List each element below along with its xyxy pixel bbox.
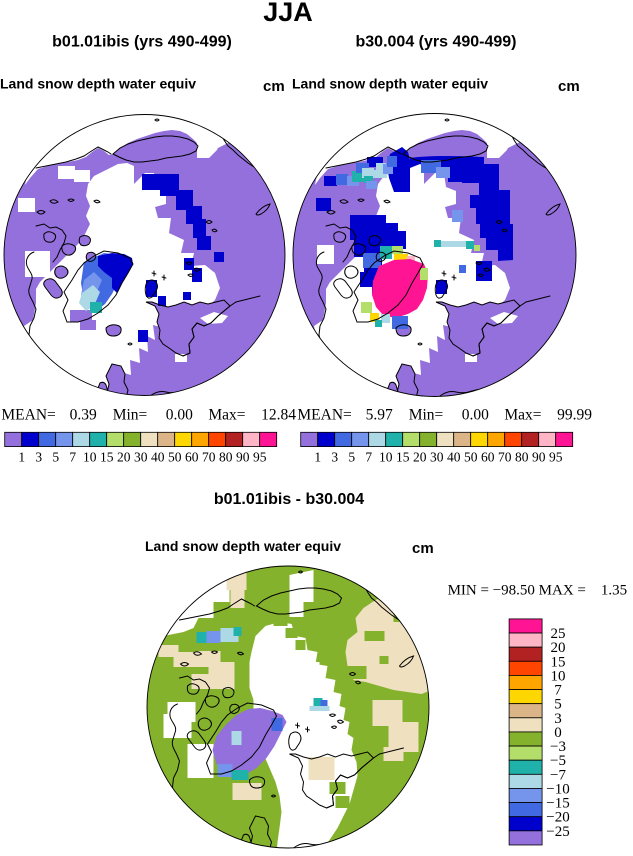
svg-text:−25: −25	[546, 824, 569, 840]
svg-text:60: 60	[481, 450, 495, 465]
svg-text:MEAN=: MEAN=	[297, 407, 351, 424]
svg-text:30: 30	[430, 450, 444, 465]
svg-text:40: 40	[447, 450, 461, 465]
svg-text:20: 20	[551, 640, 566, 656]
svg-text:1: 1	[18, 450, 25, 465]
svg-text:25: 25	[551, 626, 566, 642]
svg-text:10: 10	[379, 450, 393, 465]
svg-text:60: 60	[185, 450, 199, 465]
svg-text:5: 5	[52, 450, 59, 465]
svg-text:b01.01ibis (yrs 490-499): b01.01ibis (yrs 490-499)	[52, 34, 232, 51]
svg-text:95: 95	[253, 450, 267, 465]
svg-text:−7: −7	[550, 767, 566, 783]
svg-text:cm: cm	[558, 78, 580, 95]
svg-text:b01.01ibis - b30.004: b01.01ibis - b30.004	[214, 491, 364, 508]
svg-text:90: 90	[532, 450, 546, 465]
svg-text:cm: cm	[263, 78, 285, 95]
svg-text:20: 20	[117, 450, 131, 465]
svg-text:5.97: 5.97	[366, 407, 393, 424]
svg-text:−5: −5	[550, 753, 566, 769]
svg-text:5: 5	[554, 697, 562, 713]
svg-text:50: 50	[464, 450, 478, 465]
svg-text:−15: −15	[546, 796, 569, 812]
svg-text:0.00: 0.00	[166, 407, 193, 424]
svg-text:40: 40	[151, 450, 165, 465]
svg-text:0: 0	[554, 725, 562, 741]
svg-text:70: 70	[498, 450, 512, 465]
svg-text:−3: −3	[550, 739, 566, 755]
svg-text:15: 15	[551, 654, 566, 670]
svg-text:70: 70	[202, 450, 216, 465]
svg-text:−10: −10	[546, 781, 569, 797]
svg-text:Land snow depth water equiv: Land snow depth water equiv	[145, 538, 341, 554]
svg-text:10: 10	[83, 450, 97, 465]
svg-text:Min=: Min=	[409, 407, 444, 424]
svg-text:30: 30	[134, 450, 148, 465]
svg-text:Land snow depth water equiv: Land snow depth water equiv	[0, 76, 196, 92]
svg-text:7: 7	[365, 450, 372, 465]
svg-text:15: 15	[396, 450, 410, 465]
svg-text:0.00: 0.00	[462, 407, 489, 424]
svg-text:10: 10	[551, 668, 566, 684]
svg-text:b30.004 (yrs 490-499): b30.004 (yrs 490-499)	[356, 34, 517, 51]
svg-text:Min=: Min=	[113, 407, 148, 424]
svg-text:12.84: 12.84	[261, 407, 296, 424]
svg-text:80: 80	[515, 450, 529, 465]
svg-text:20: 20	[413, 450, 427, 465]
svg-text:MEAN=: MEAN=	[1, 407, 55, 424]
svg-text:0.39: 0.39	[70, 407, 97, 424]
svg-text:50: 50	[168, 450, 182, 465]
svg-text:MIN = −98.50 MAX = 1.35: MIN = −98.50 MAX = 1.35	[448, 583, 628, 599]
svg-text:cm: cm	[412, 540, 434, 557]
svg-text:80: 80	[219, 450, 233, 465]
svg-text:3: 3	[35, 450, 42, 465]
svg-text:5: 5	[348, 450, 355, 465]
svg-text:3: 3	[554, 711, 562, 727]
svg-text:1: 1	[314, 450, 321, 465]
svg-text:7: 7	[69, 450, 76, 465]
svg-text:−20: −20	[546, 810, 569, 826]
svg-text:3: 3	[331, 450, 338, 465]
svg-text:Max=: Max=	[504, 407, 541, 424]
svg-text:JJA: JJA	[263, 0, 313, 27]
svg-text:Max=: Max=	[208, 407, 245, 424]
svg-text:15: 15	[100, 450, 114, 465]
svg-text:90: 90	[236, 450, 250, 465]
svg-text:Land snow depth water equiv: Land snow depth water equiv	[292, 76, 488, 92]
svg-text:7: 7	[554, 683, 562, 699]
svg-text:99.99: 99.99	[557, 407, 592, 424]
svg-text:95: 95	[549, 450, 563, 465]
